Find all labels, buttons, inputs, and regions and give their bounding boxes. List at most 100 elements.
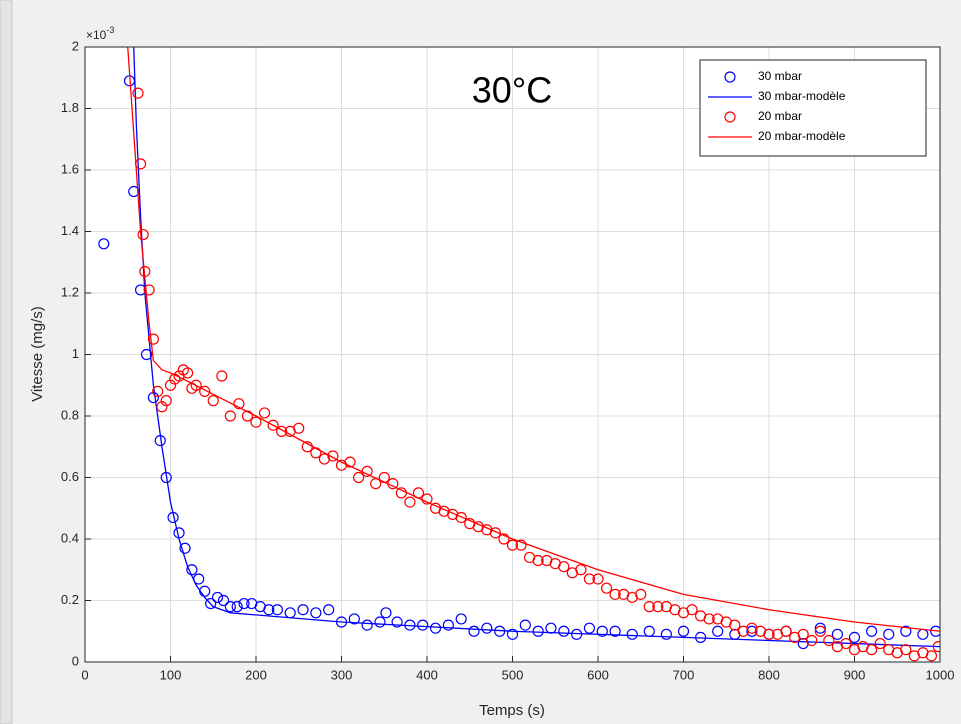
data-point [703, 613, 715, 625]
data-point [823, 634, 835, 647]
data-point [797, 628, 809, 640]
data-point [190, 379, 202, 391]
data-point [900, 625, 912, 637]
data-point [250, 416, 262, 428]
legend-box [699, 59, 927, 157]
data-point [182, 367, 194, 379]
data-point [137, 228, 149, 241]
data-point [276, 425, 288, 437]
data-point [609, 625, 621, 637]
data-point [421, 493, 433, 505]
y-tick-label: 0.4 [61, 530, 79, 545]
y-tick-label: 1.2 [61, 284, 79, 299]
data-point [455, 511, 467, 524]
data-point [865, 625, 878, 637]
data-point [361, 619, 373, 631]
data-point [763, 628, 775, 640]
data-point [391, 616, 403, 628]
data-point [519, 619, 531, 631]
data-point [374, 616, 386, 628]
data-point [558, 561, 570, 573]
data-point [600, 582, 613, 594]
data-point [635, 588, 647, 600]
data-point [592, 573, 604, 585]
data-point [506, 628, 519, 640]
model-line [133, 47, 940, 648]
data-point [925, 650, 938, 662]
data-point [348, 613, 360, 625]
data-point [211, 591, 224, 604]
y-tick-label: 1.6 [61, 161, 79, 176]
legend: 30 mbar 30 mbar-modèle 20 mbar 20 mbar-modè… [699, 59, 927, 157]
x-tick-label: 800 [758, 667, 780, 682]
data-point [353, 471, 365, 484]
data-point [729, 619, 741, 631]
data-point [160, 395, 172, 407]
data-point [583, 622, 596, 634]
data-point [238, 597, 250, 610]
x-tick-label: 100 [160, 667, 182, 682]
data-point [489, 527, 501, 539]
data-point [515, 539, 527, 551]
data-point [263, 604, 275, 616]
data-point [233, 398, 245, 410]
data-point [814, 625, 826, 637]
y-tick-label: 0.6 [61, 469, 79, 484]
y-tick-label: 0.2 [61, 592, 79, 607]
y-tick-label: 1.8 [61, 100, 79, 115]
x-tick-label: 200 [245, 667, 267, 682]
data-point [498, 533, 510, 545]
ticks: 0 100 200 300 400 500 600 700 800 900 1000 0 0.2 0.4 0… [61, 38, 955, 682]
data-point [583, 573, 596, 585]
data-point [506, 539, 519, 551]
data-point [840, 637, 852, 650]
data-point [660, 628, 673, 640]
data-point [442, 619, 454, 631]
data-point [152, 385, 164, 397]
data-point [271, 604, 283, 616]
data-point [224, 601, 236, 613]
x-tick-label: 400 [416, 667, 438, 682]
y-multiplier: ×10-3 [86, 25, 114, 42]
data-point [224, 410, 236, 422]
y-tick-label: 1 [72, 346, 79, 361]
y-multiplier-base: ×10 [86, 28, 107, 42]
data-point [831, 628, 844, 640]
legend-marker [724, 71, 736, 83]
data-point [217, 594, 230, 607]
y-axis-label: Vitesse (mg/s) [29, 306, 46, 402]
data-point [258, 407, 271, 419]
data-point [297, 604, 309, 616]
data-point [532, 554, 544, 567]
data-point [179, 542, 191, 554]
data-point [643, 601, 655, 613]
data-point [128, 185, 140, 198]
x-tick-label: 600 [587, 667, 609, 682]
data-point [205, 597, 217, 610]
data-point [575, 564, 587, 576]
data-point [814, 622, 826, 634]
legend-label: 20 mbar-modèle [758, 129, 846, 143]
data-point [468, 625, 480, 637]
data-point [686, 604, 698, 616]
y-multiplier-exponent: -3 [106, 25, 114, 35]
data-point [532, 625, 544, 637]
y-tick-label: 2 [72, 38, 79, 53]
data-point [98, 238, 110, 250]
data-point [344, 456, 356, 468]
x-axis-label: Temps (s) [479, 702, 545, 719]
x-tick-label: 0 [81, 667, 88, 682]
x-tick-label: 700 [673, 667, 695, 682]
data-point [780, 625, 792, 637]
legend-label: 20 mbar [758, 109, 802, 123]
data-point [132, 87, 144, 99]
annotation: 30°C [472, 70, 552, 111]
data-point [932, 641, 940, 653]
data-point [883, 628, 895, 640]
data-point [216, 370, 228, 382]
data-point [652, 601, 664, 613]
legend-label: 30 mbar-modèle [758, 89, 846, 103]
data-point [481, 622, 493, 634]
